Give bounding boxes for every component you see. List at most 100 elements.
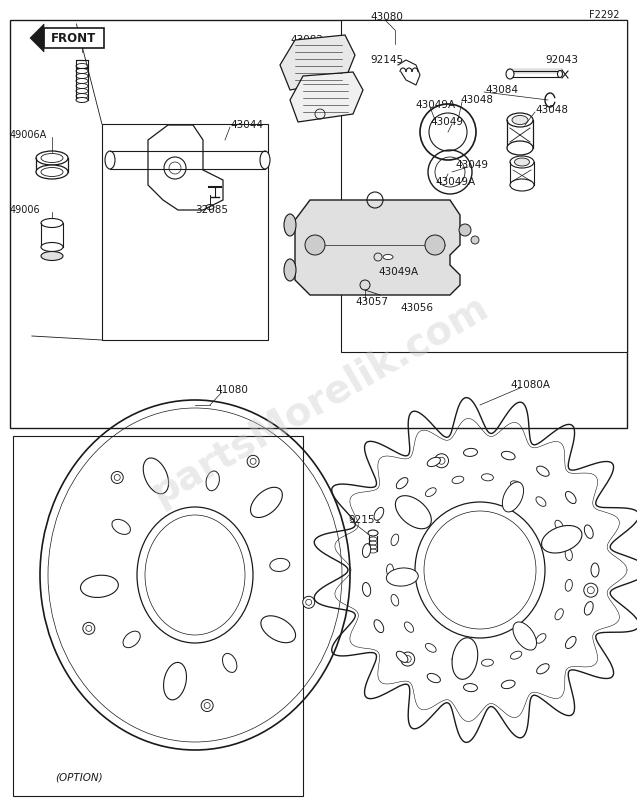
Circle shape <box>360 280 370 290</box>
Ellipse shape <box>362 544 371 558</box>
Ellipse shape <box>503 482 524 512</box>
Ellipse shape <box>362 582 371 596</box>
Circle shape <box>401 652 415 666</box>
Circle shape <box>425 235 445 255</box>
Text: 32085: 32085 <box>195 205 228 215</box>
Ellipse shape <box>482 474 494 481</box>
Ellipse shape <box>427 458 440 466</box>
Text: 43080: 43080 <box>370 12 403 22</box>
Ellipse shape <box>427 674 440 682</box>
Text: 43082: 43082 <box>290 35 323 45</box>
Ellipse shape <box>41 251 63 261</box>
Ellipse shape <box>250 487 282 518</box>
Circle shape <box>83 622 95 634</box>
Text: 43048: 43048 <box>535 105 568 115</box>
Polygon shape <box>44 28 104 48</box>
Ellipse shape <box>284 259 296 281</box>
Ellipse shape <box>510 156 534 168</box>
Ellipse shape <box>536 634 546 643</box>
Text: 43049A: 43049A <box>415 100 455 110</box>
Ellipse shape <box>396 478 408 489</box>
Bar <box>341 20 627 352</box>
Ellipse shape <box>513 622 536 650</box>
Circle shape <box>111 471 123 483</box>
Ellipse shape <box>383 254 393 259</box>
Text: 43084: 43084 <box>485 85 518 95</box>
Ellipse shape <box>105 151 115 169</box>
Ellipse shape <box>270 558 290 571</box>
Ellipse shape <box>374 507 383 520</box>
Ellipse shape <box>565 579 573 591</box>
Text: 43056: 43056 <box>400 303 433 313</box>
Circle shape <box>201 699 213 711</box>
Ellipse shape <box>510 179 534 191</box>
Text: 92043: 92043 <box>545 55 578 65</box>
Ellipse shape <box>387 564 394 576</box>
Ellipse shape <box>261 616 296 642</box>
Ellipse shape <box>566 637 576 649</box>
Ellipse shape <box>368 530 378 536</box>
Polygon shape <box>290 72 363 122</box>
Ellipse shape <box>391 534 399 546</box>
Text: 92151: 92151 <box>348 515 381 525</box>
Ellipse shape <box>396 496 431 529</box>
Text: 43049A: 43049A <box>435 177 475 187</box>
Ellipse shape <box>452 638 478 679</box>
Ellipse shape <box>566 491 576 503</box>
Text: 130: 130 <box>62 40 82 50</box>
Ellipse shape <box>507 113 533 127</box>
Text: F2292: F2292 <box>589 10 620 20</box>
Ellipse shape <box>482 659 494 666</box>
Ellipse shape <box>536 664 549 674</box>
Ellipse shape <box>41 167 63 177</box>
Ellipse shape <box>426 488 436 497</box>
Ellipse shape <box>386 568 419 586</box>
Ellipse shape <box>501 451 515 460</box>
Polygon shape <box>295 200 460 295</box>
Ellipse shape <box>501 680 515 689</box>
Ellipse shape <box>536 466 549 476</box>
Ellipse shape <box>143 458 169 494</box>
Ellipse shape <box>464 683 478 692</box>
Ellipse shape <box>426 643 436 652</box>
Circle shape <box>247 455 259 467</box>
Bar <box>10 20 627 428</box>
Bar <box>76 60 88 68</box>
Circle shape <box>434 454 448 468</box>
Ellipse shape <box>123 631 140 648</box>
Ellipse shape <box>515 158 529 166</box>
Ellipse shape <box>80 575 118 598</box>
Text: 41080A: 41080A <box>510 380 550 390</box>
Text: 43044: 43044 <box>230 120 263 130</box>
Ellipse shape <box>396 651 408 662</box>
Polygon shape <box>280 35 355 90</box>
Circle shape <box>305 235 325 255</box>
Ellipse shape <box>510 481 522 489</box>
Ellipse shape <box>374 620 383 633</box>
Ellipse shape <box>591 563 599 577</box>
Ellipse shape <box>507 141 533 155</box>
Ellipse shape <box>555 520 563 531</box>
Circle shape <box>471 236 479 244</box>
Ellipse shape <box>584 525 593 538</box>
Text: partsMorelik.com: partsMorelik.com <box>145 288 496 512</box>
Ellipse shape <box>222 654 237 673</box>
Ellipse shape <box>510 651 522 659</box>
Text: 43048: 43048 <box>460 95 493 105</box>
Ellipse shape <box>464 448 478 457</box>
Ellipse shape <box>452 657 464 664</box>
Ellipse shape <box>284 214 296 236</box>
Circle shape <box>459 224 471 236</box>
Ellipse shape <box>555 609 563 620</box>
Text: 49006: 49006 <box>10 205 41 215</box>
Ellipse shape <box>557 70 562 78</box>
Text: 43057: 43057 <box>355 297 388 307</box>
Text: FRONT: FRONT <box>52 31 97 45</box>
Ellipse shape <box>41 218 63 227</box>
Ellipse shape <box>404 508 413 518</box>
Ellipse shape <box>112 519 131 534</box>
Ellipse shape <box>541 526 582 553</box>
Text: 43049A: 43049A <box>378 267 418 277</box>
Text: 92145: 92145 <box>370 55 403 65</box>
Text: 43049: 43049 <box>455 160 488 170</box>
